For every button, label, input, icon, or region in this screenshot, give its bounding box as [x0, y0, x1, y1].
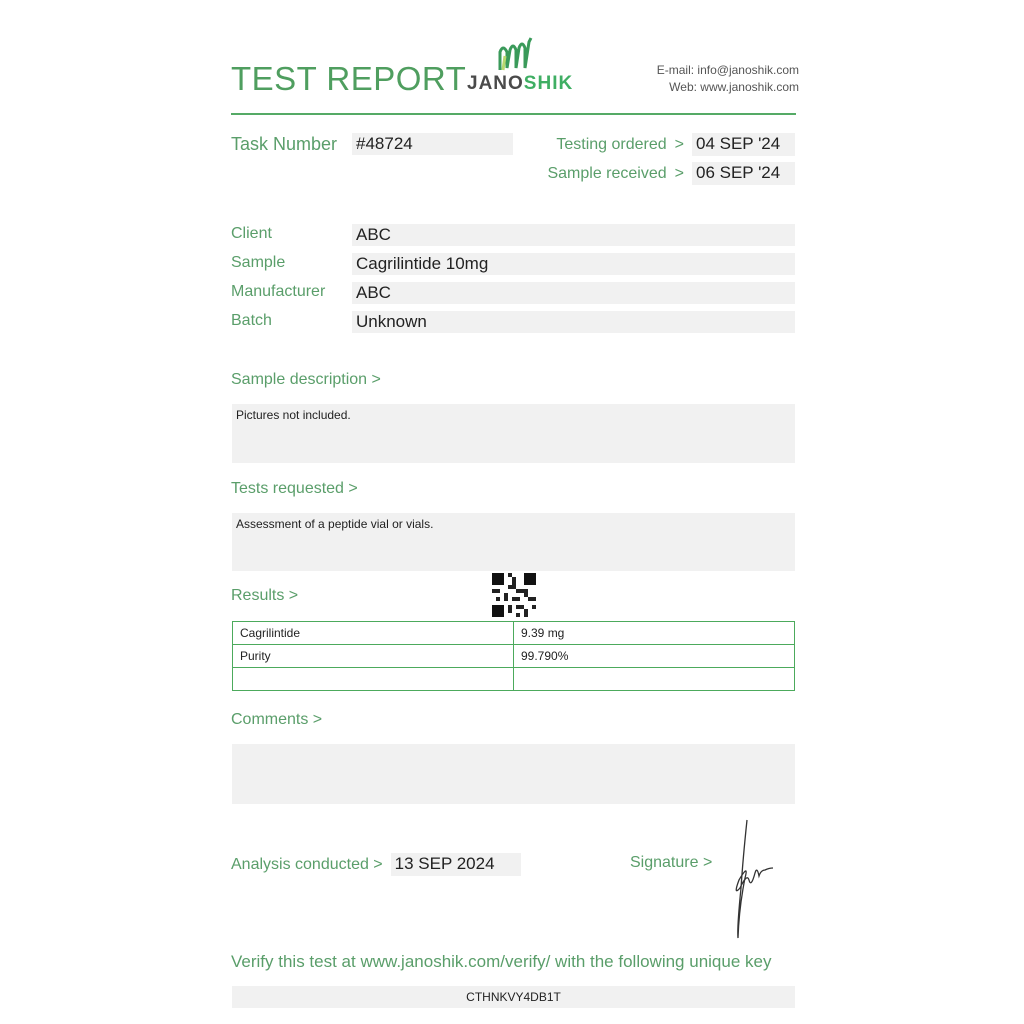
batch-value: Unknown [352, 311, 795, 333]
tests-requested-text: Assessment of a peptide vial or vials. [232, 513, 795, 571]
brand-part1: JANO [467, 73, 524, 94]
sample-received-row: Sample received > 06 SEP '24 [547, 162, 795, 185]
sample-value: Cagrilintide 10mg [352, 253, 795, 275]
sample-received-value: 06 SEP '24 [692, 162, 795, 185]
testing-ordered-row: Testing ordered > 04 SEP '24 [556, 133, 795, 156]
brand-name: JANOSHIK [467, 73, 573, 95]
qr-code-icon [492, 573, 536, 617]
signature-label: Signature > [630, 854, 713, 871]
analysis-conducted-label: Analysis conducted > [231, 855, 383, 873]
janoshik-logo-icon [498, 37, 533, 71]
table-row: Purity 99.790% [232, 644, 795, 668]
sample-description-label: Sample description > [231, 371, 381, 388]
results-label: Results > [231, 587, 299, 604]
table-row [232, 667, 795, 691]
task-number-label: Task Number [231, 134, 338, 154]
analysis-conducted-row: Analysis conducted > 13 SEP 2024 [231, 853, 521, 876]
arrow: > [674, 135, 684, 153]
arrow: > [674, 164, 684, 182]
result-name [232, 667, 514, 691]
comments-label: Comments > [231, 711, 323, 728]
result-value [513, 667, 795, 691]
report-title: TEST REPORT [231, 60, 467, 97]
client-value: ABC [352, 224, 795, 246]
results-table: Cagrilintide 9.39 mg Purity 99.790% [232, 621, 795, 691]
sample-label: Sample [231, 254, 286, 271]
brand-part2: SHIK [523, 73, 574, 94]
batch-label: Batch [231, 312, 272, 329]
result-name: Cagrilintide [232, 621, 514, 645]
table-row: Cagrilintide 9.39 mg [232, 621, 795, 645]
sample-received-label: Sample received [547, 164, 667, 182]
task-number-value: #48724 [352, 133, 513, 155]
manufacturer-label: Manufacturer [231, 283, 326, 300]
verify-instructions: Verify this test at www.janoshik.com/ver… [231, 952, 772, 971]
testing-ordered-value: 04 SEP '24 [692, 133, 795, 156]
sample-description-text: Pictures not included. [232, 404, 795, 463]
signature-image [735, 819, 774, 939]
result-value: 9.39 mg [513, 621, 795, 645]
analysis-conducted-value: 13 SEP 2024 [390, 853, 521, 876]
tests-requested-label: Tests requested > [231, 480, 358, 497]
client-label: Client [231, 225, 272, 242]
result-value: 99.790% [513, 644, 795, 668]
verification-key: CTHNKVY4DB1T [232, 986, 795, 1008]
comments-text [232, 744, 795, 804]
contact-email: E-mail: info@janoshik.com [656, 63, 799, 77]
header-divider [231, 113, 796, 115]
manufacturer-value: ABC [352, 282, 795, 304]
contact-web: Web: www.janoshik.com [669, 80, 799, 94]
result-name: Purity [232, 644, 514, 668]
testing-ordered-label: Testing ordered [556, 135, 667, 153]
